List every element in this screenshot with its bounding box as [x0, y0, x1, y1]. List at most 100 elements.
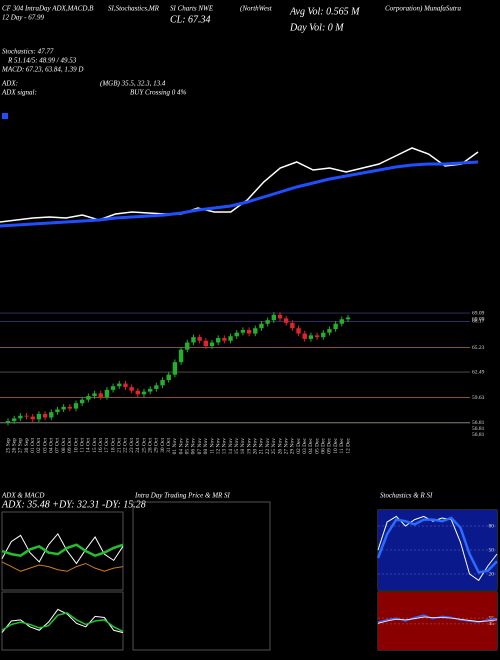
candle-body	[160, 380, 165, 386]
price-level-label: 56.81	[472, 420, 485, 426]
x-tick-label: 05 Nov	[185, 438, 191, 455]
candle-body	[73, 403, 79, 409]
x-tick-label: 21 Nov	[259, 438, 265, 455]
x-tick-label: 01 Nov	[172, 438, 178, 455]
y-tick-label: 20	[489, 571, 495, 577]
x-tick-label: 07 Nov	[197, 438, 203, 455]
candle-body	[197, 337, 202, 341]
candle-body	[92, 393, 97, 397]
price-level-label: 56.81	[472, 432, 485, 438]
header-text: Corporation) MunafaSutra	[385, 5, 462, 13]
x-tick-label: 03 Dec	[302, 437, 308, 453]
x-tick-label: 06 Nov	[191, 438, 197, 455]
candle-body	[327, 329, 332, 333]
price-level-label: 62.49	[472, 369, 485, 375]
x-tick-label: 15 Nov	[234, 438, 240, 455]
candle-body	[55, 409, 60, 413]
x-tick-label: 04 Oct	[49, 438, 55, 453]
candle-body	[339, 319, 345, 324]
candle-body	[135, 390, 141, 395]
candle-body	[166, 374, 171, 380]
header-text: Day Vol: 0 M	[289, 22, 344, 33]
header-text: SI,Stochastics,MR	[108, 5, 160, 13]
price-level-label: 69.09	[472, 310, 485, 316]
candle-body	[240, 330, 246, 333]
x-tick-label: 18 Nov	[240, 438, 246, 455]
x-tick-label: 10 Dec	[333, 437, 339, 453]
x-tick-label: 03 Oct	[42, 438, 48, 453]
series-line	[0, 160, 479, 228]
header-text: CL: 67.34	[170, 14, 211, 25]
candle-body	[234, 332, 239, 337]
candle-body	[24, 415, 29, 417]
panel-bg	[378, 592, 497, 650]
panel-frame	[1, 591, 124, 651]
x-tick-label: 28 Oct	[147, 438, 153, 453]
candle-body	[265, 320, 270, 324]
candle-body	[321, 332, 326, 338]
x-tick-label: 11 Nov	[209, 438, 215, 454]
header-text: (NorthWest	[240, 5, 273, 13]
x-tick-label: 31 Oct	[166, 438, 172, 453]
x-tick-label: 29 Oct	[154, 438, 160, 453]
candle-body	[283, 318, 289, 323]
y-tick-label: 45	[489, 621, 495, 627]
candle-body	[42, 413, 48, 418]
x-tick-label: 25 Sep	[5, 438, 11, 453]
candle-body	[345, 317, 351, 320]
x-tick-label: 26 Nov	[277, 438, 283, 455]
candle-body	[178, 349, 184, 363]
candle-body	[30, 416, 35, 420]
candle-body	[222, 338, 227, 341]
series-line	[377, 616, 498, 624]
candle-body	[86, 396, 91, 400]
x-tick-label: 14 Oct	[86, 438, 92, 453]
x-tick-label: 23 Oct	[129, 438, 135, 453]
x-tick-label: 30 Sep	[24, 438, 30, 453]
header-text: SI Charts NWE	[170, 5, 214, 13]
header-text: MACD: 67.23, 63.84, 1.39 D	[1, 66, 83, 74]
series-line	[1, 543, 124, 558]
header-text: ADX:	[1, 80, 18, 88]
header-text: 12 Day - 67.99	[2, 14, 44, 22]
candle-body	[314, 335, 320, 338]
x-tick-label: 29 Nov	[290, 438, 296, 455]
x-tick-label: 04 Nov	[178, 438, 184, 455]
y-tick-label: 50	[489, 547, 495, 553]
x-tick-label: 14 Nov	[228, 438, 234, 455]
candle-body	[333, 323, 338, 330]
candle-body	[141, 391, 147, 395]
price-level-label: 68.17	[472, 319, 485, 325]
header-text: Stochastics: 47.77	[2, 48, 54, 56]
candle-body	[290, 322, 295, 329]
candle-body	[11, 418, 17, 422]
candle-body	[147, 388, 153, 392]
candle-body	[98, 393, 103, 397]
x-tick-label: 26 Sep	[11, 438, 17, 453]
x-tick-label: 27 Nov	[283, 438, 289, 455]
x-tick-label: 04 Dec	[308, 437, 314, 453]
x-tick-label: 11 Oct	[79, 438, 85, 453]
x-tick-label: 25 Oct	[141, 438, 147, 453]
candle-body	[308, 335, 314, 339]
candle-body	[110, 386, 116, 390]
candle-body	[154, 385, 159, 389]
x-tick-label: 05 Dec	[314, 437, 320, 453]
header-text: Avg Vol: 0.565 M	[289, 6, 360, 17]
x-tick-label: 15 Oct	[92, 438, 98, 453]
x-tick-label: 22 Nov	[265, 438, 271, 455]
candle-body	[129, 387, 134, 391]
panel-subtitle: ADX: 35.48 +DY: 32.31 -DY: 15.28	[1, 499, 146, 510]
x-tick-label: 12 Dec	[345, 437, 351, 453]
x-tick-label: 30 Oct	[160, 438, 166, 453]
legend-swatch	[2, 113, 8, 119]
header-text: R 51.14/5: 48.99 / 49.53	[7, 57, 77, 65]
candle-body	[172, 362, 178, 375]
candle-body	[259, 323, 264, 329]
x-tick-label: 06 Dec	[321, 437, 327, 453]
x-tick-label: 20 Nov	[253, 438, 259, 455]
x-tick-label: 24 Oct	[135, 438, 141, 453]
x-tick-label: 21 Oct	[117, 438, 123, 453]
x-tick-label: 18 Oct	[110, 438, 116, 453]
